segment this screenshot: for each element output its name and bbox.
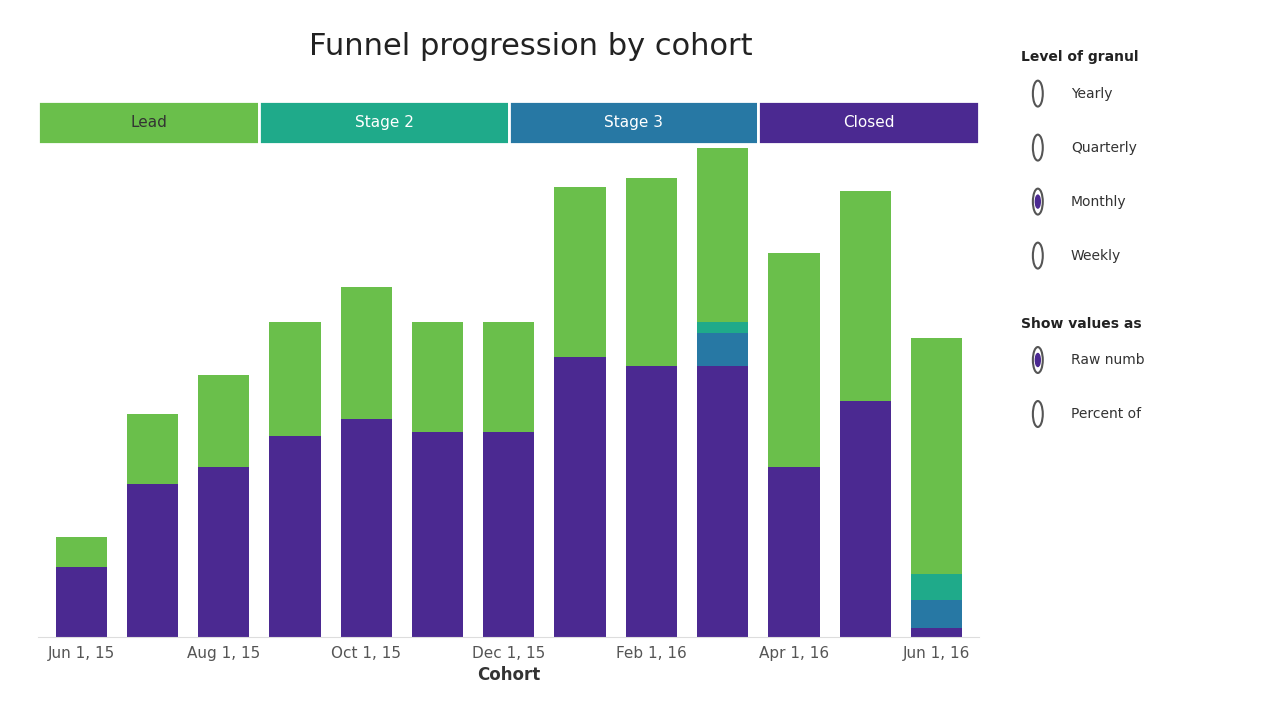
- Bar: [127, 484, 178, 637]
- Text: Closed: Closed: [844, 115, 895, 130]
- Bar: [758, 101, 979, 144]
- Text: Raw numb: Raw numb: [1071, 353, 1144, 367]
- Text: Weekly: Weekly: [1071, 248, 1121, 263]
- Bar: [911, 338, 963, 575]
- Bar: [698, 366, 749, 637]
- Bar: [483, 432, 535, 637]
- Bar: [269, 436, 321, 637]
- Bar: [768, 467, 819, 637]
- Bar: [554, 187, 605, 357]
- Text: Yearly: Yearly: [1071, 86, 1112, 101]
- Bar: [911, 629, 963, 637]
- Bar: [412, 432, 463, 637]
- Bar: [911, 575, 963, 600]
- Bar: [38, 101, 260, 144]
- Text: Stage 2: Stage 2: [355, 115, 413, 130]
- X-axis label: Cohort: Cohort: [477, 666, 540, 684]
- Text: Funnel progression by cohort: Funnel progression by cohort: [310, 32, 753, 61]
- Circle shape: [1036, 195, 1041, 208]
- Bar: [198, 467, 250, 637]
- Bar: [55, 536, 106, 567]
- Bar: [127, 414, 178, 484]
- Text: Level of granul: Level of granul: [1021, 50, 1139, 64]
- Text: Quarterly: Quarterly: [1071, 140, 1137, 155]
- Text: Stage 3: Stage 3: [604, 115, 663, 130]
- Bar: [554, 357, 605, 637]
- Bar: [509, 101, 758, 144]
- Text: Show values as: Show values as: [1021, 317, 1142, 330]
- Bar: [698, 122, 749, 323]
- Bar: [626, 179, 677, 366]
- Text: Monthly: Monthly: [1071, 194, 1126, 209]
- Bar: [698, 333, 749, 366]
- Circle shape: [1036, 354, 1041, 366]
- Bar: [340, 287, 392, 418]
- Bar: [198, 375, 250, 467]
- Text: Lead: Lead: [131, 115, 168, 130]
- Bar: [840, 192, 891, 401]
- Bar: [260, 101, 509, 144]
- Bar: [626, 366, 677, 637]
- Bar: [340, 418, 392, 637]
- Bar: [269, 323, 321, 436]
- Bar: [911, 600, 963, 629]
- Bar: [483, 323, 535, 432]
- Bar: [412, 323, 463, 432]
- Bar: [698, 323, 749, 333]
- Bar: [840, 401, 891, 637]
- Bar: [768, 253, 819, 467]
- Bar: [55, 567, 106, 637]
- Text: Percent of: Percent of: [1071, 407, 1140, 421]
